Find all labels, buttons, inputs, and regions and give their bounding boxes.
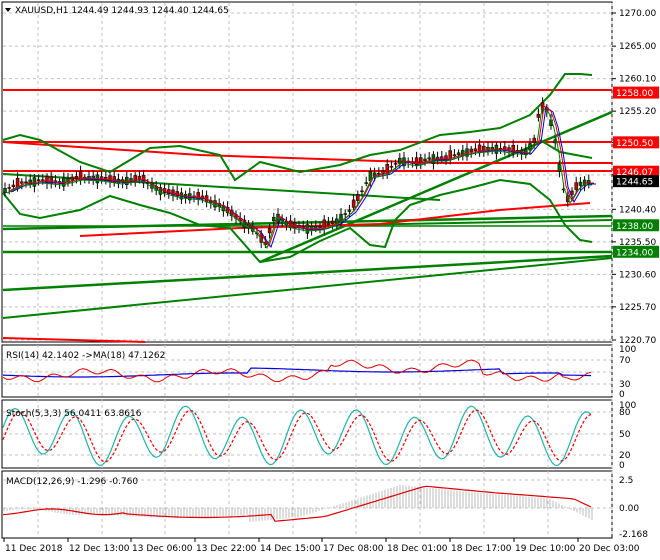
svg-text:100: 100 [619,345,636,355]
price-series [2,73,613,343]
rsi-label: RSI(14) 42.1402 ->MA(18) 47.1262 [6,351,165,361]
price-tick: 1270.00 [619,9,656,19]
svg-text:50: 50 [619,430,631,440]
price-tick: 1225.70 [619,303,656,313]
svg-text:2.5: 2.5 [619,476,633,486]
svg-text:100: 100 [619,401,636,411]
macd-panel[interactable] [1,470,613,539]
price-tick: 1230.60 [619,270,656,280]
svg-text:70: 70 [619,356,631,366]
time-tick: 11 Dec 2018 [5,544,63,554]
symbol-header: XAUUSD,H1 1244.49 1244.93 1244.40 1244.6… [5,6,229,16]
svg-text:80: 80 [619,408,631,418]
svg-text:30: 30 [619,380,631,390]
time-tick: 13 Dec 06:00 [132,544,193,554]
stoch-series [2,405,592,466]
price-tag: 1258.00 [616,89,653,99]
svg-text:0: 0 [619,461,625,471]
macd-label: MACD(12,26,9) -1.296 -0.760 [6,477,138,487]
symbol-label: XAUUSD,H1 1244.49 1244.93 1244.40 1244.6… [15,6,229,16]
price-tag: 1234.00 [616,248,653,258]
time-tick: 12 Dec 13:00 [69,544,130,554]
macd-series [2,485,593,522]
price-tick: 1255.20 [619,107,656,117]
time-axis[interactable]: 11 Dec 2018 12 Dec 13:00 13 Dec 06:00 13 De… [3,538,640,554]
time-tick: 18 Dec 17:00 [451,544,512,554]
dropdown-triangle-icon[interactable] [5,8,11,12]
price-tick: 1220.70 [619,336,656,346]
price-tick: 1240.40 [619,205,656,215]
price-tag: 1238.00 [616,222,653,232]
svg-text:-2.168: -2.168 [619,530,648,540]
time-tick: 19 Dec 10:00 [515,544,576,554]
stoch-label: Stoch(5,3,3) 56.0411 63.8616 [6,409,142,419]
price-tick: 1235.50 [619,238,656,248]
svg-text:0: 0 [619,390,625,400]
price-tag: 1250.50 [616,139,653,149]
price-tag: 1244.65 [616,178,653,188]
rsi-series [2,359,592,383]
svg-text:0.00: 0.00 [619,504,639,514]
price-tick: 1260.10 [619,75,656,85]
stoch-panel[interactable] [1,399,613,469]
time-tick: 17 Dec 08:00 [323,544,384,554]
price-tag: 1246.07 [616,168,653,178]
price-tick: 1265.00 [619,42,656,52]
time-tick: 20 Dec 03:00 [579,544,640,554]
time-tick: 13 Dec 22:00 [196,544,257,554]
rsi-panel[interactable] [1,344,613,398]
svg-text:20: 20 [619,451,631,461]
time-tick: 18 Dec 01:00 [387,544,448,554]
time-tick: 14 Dec 15:00 [260,544,321,554]
